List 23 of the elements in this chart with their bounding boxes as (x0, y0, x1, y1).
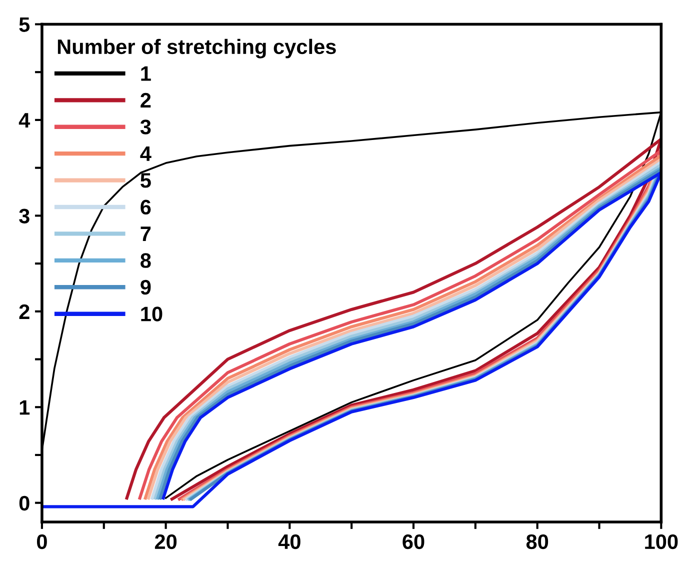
y-tick-label: 3 (19, 208, 30, 224)
legend-label: 10 (141, 306, 162, 322)
legend-label: 2 (140, 92, 151, 108)
legend-label: 7 (140, 226, 151, 242)
legend-label: 9 (140, 280, 151, 295)
y-tick-label: 4 (18, 113, 30, 128)
x-tick-label: 0 (37, 534, 47, 550)
legend-label: 4 (140, 146, 152, 161)
x-tick-label: 20 (154, 534, 177, 550)
legend-title: Number of stretching cycles (58, 38, 336, 58)
legend-label: 8 (140, 253, 151, 268)
y-tick-label: 5 (19, 17, 30, 32)
x-tick-label: 80 (526, 534, 548, 550)
x-tick-label: 100 (645, 534, 678, 550)
y-tick-label: 2 (19, 304, 30, 319)
legend-label: 6 (140, 200, 151, 215)
y-tick-label: 0 (19, 496, 30, 511)
x-tick-label: 40 (278, 534, 300, 550)
legend-label: 3 (140, 120, 151, 134)
legend-label: 5 (140, 173, 151, 188)
x-tick-label: 60 (402, 534, 424, 550)
legend-label: 1 (141, 66, 151, 81)
y-tick-label: 1 (20, 400, 30, 415)
